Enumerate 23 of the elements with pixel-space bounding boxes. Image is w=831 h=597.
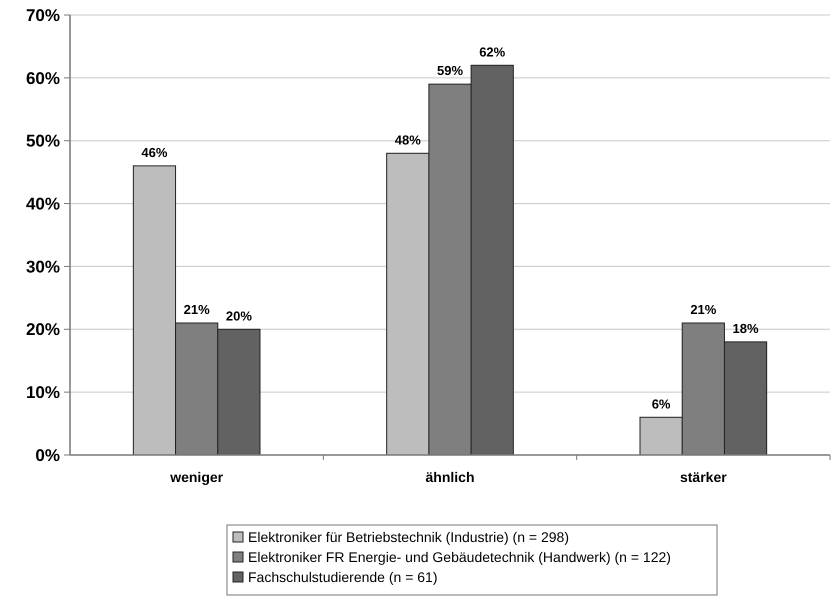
- data-label: 20%: [226, 308, 252, 324]
- data-label: 18%: [732, 320, 759, 336]
- legend-label: Elektroniker für Betriebstechnik (Industrie) (n = 298): [248, 528, 569, 545]
- y-tick-label: 10%: [26, 383, 60, 402]
- y-tick-label: 70%: [26, 6, 60, 25]
- y-tick-label: 30%: [26, 257, 60, 276]
- data-label: 48%: [394, 132, 422, 148]
- data-label: 21%: [690, 302, 717, 317]
- y-tick-label: 40%: [26, 194, 60, 214]
- x-tick-label: stärker: [680, 469, 728, 485]
- x-tick-label: weniger: [169, 469, 224, 485]
- y-tick-label: 20%: [26, 320, 60, 340]
- data-label: 21%: [184, 302, 210, 317]
- legend-label: Elektroniker FR Energie- und Gebäudetechnik (Handwerk) (n = 122): [248, 548, 671, 565]
- data-label: 62%: [479, 44, 506, 60]
- x-tick-label: ähnlich: [425, 469, 475, 485]
- data-label: 46%: [141, 144, 168, 160]
- y-tick-label: 60%: [26, 68, 60, 88]
- data-label: 59%: [436, 63, 464, 78]
- data-label: 6%: [652, 396, 671, 412]
- legend-label: Fachschulstudierende (n = 61): [248, 568, 438, 585]
- y-tick-label: 0%: [35, 446, 60, 465]
- y-tick-label: 50%: [26, 132, 60, 151]
